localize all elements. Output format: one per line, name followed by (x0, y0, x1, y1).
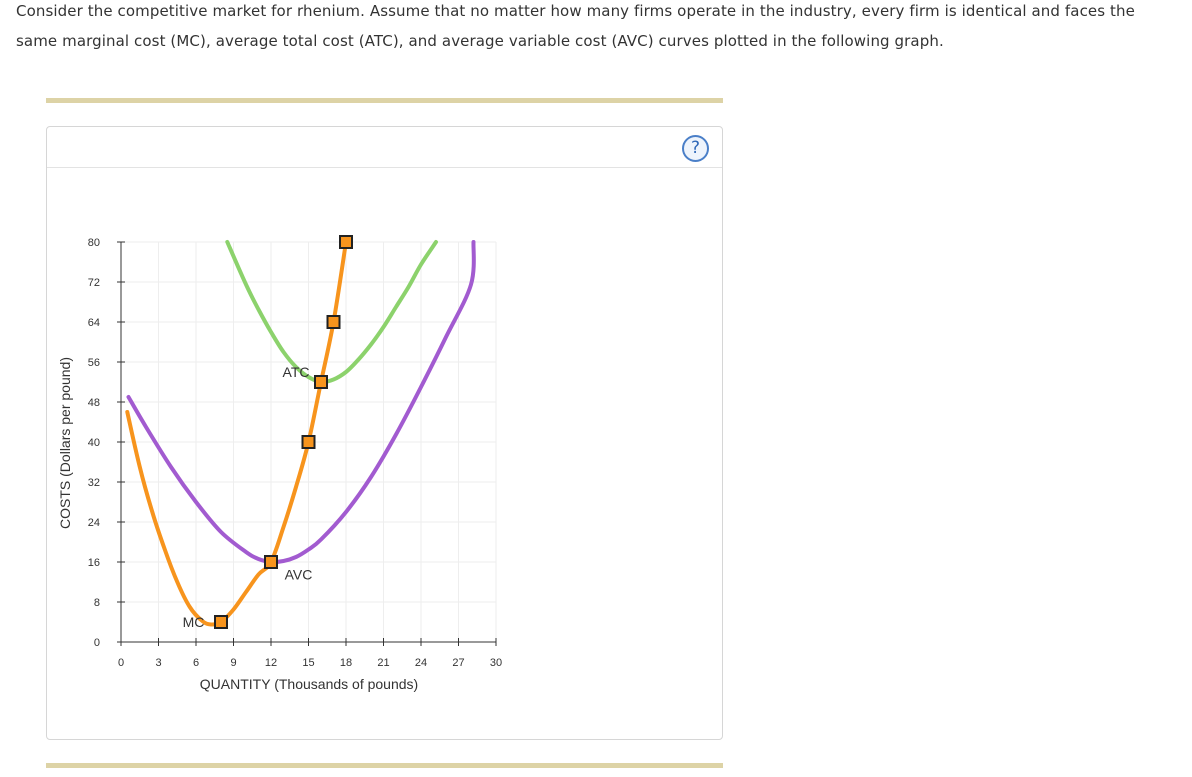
top-divider (46, 98, 723, 103)
bottom-divider (46, 763, 723, 768)
graph-panel-header: ? (47, 127, 722, 168)
graph-panel: ? (46, 126, 723, 740)
question-circle-icon[interactable]: ? (682, 135, 709, 162)
question-prompt: Consider the competitive market for rhen… (16, 2, 1135, 50)
